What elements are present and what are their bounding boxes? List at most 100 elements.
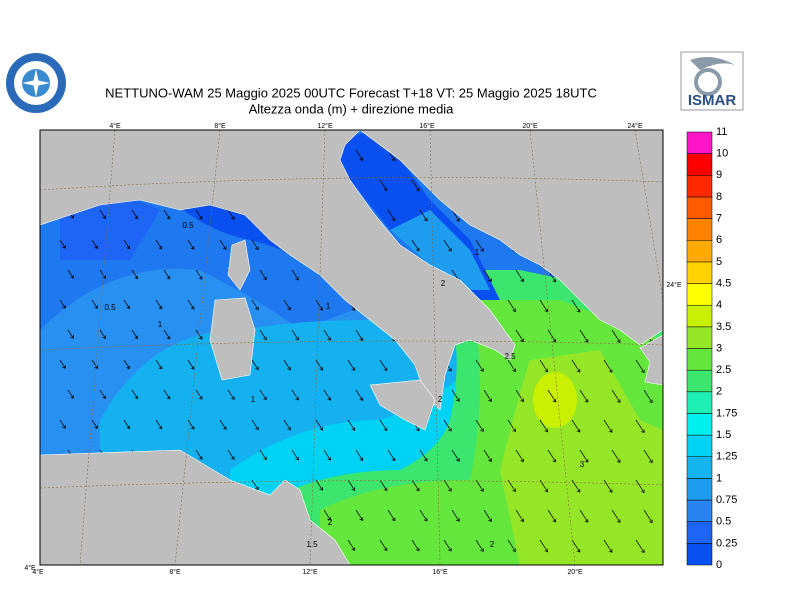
arrow xyxy=(451,209,460,222)
contour-label: 1.5 xyxy=(306,540,318,549)
contour-label: 2 xyxy=(490,540,495,549)
arrow xyxy=(579,329,589,343)
arrow xyxy=(571,539,581,553)
contour-label: 3 xyxy=(580,460,585,469)
arrow xyxy=(219,419,227,430)
colorbar-label: 9 xyxy=(716,169,722,181)
arrow xyxy=(547,509,557,523)
arrow xyxy=(603,479,613,493)
logo-right: ISMAR xyxy=(680,51,744,111)
colorbar-swatch xyxy=(686,175,713,198)
arrow xyxy=(91,299,98,309)
arrow xyxy=(515,449,524,463)
arrow xyxy=(251,299,259,311)
colorbar-label: 2 xyxy=(716,386,722,398)
arrow xyxy=(315,479,323,491)
arrow xyxy=(155,239,163,250)
colorbar-swatch xyxy=(686,521,713,544)
colorbar-label: 0.75 xyxy=(716,494,737,506)
colorbar-swatch xyxy=(686,369,713,393)
arrow xyxy=(251,239,259,251)
arrow xyxy=(131,389,138,400)
arrow xyxy=(635,419,645,434)
colorbar-swatch xyxy=(686,153,713,176)
subtitle: Altezza onda (m) + direzione media xyxy=(249,101,455,116)
arrow xyxy=(643,509,653,524)
arrow xyxy=(187,239,195,250)
colorbar-label: 0.5 xyxy=(716,516,731,528)
arrow xyxy=(451,509,460,522)
lon-label: 12°E xyxy=(317,122,333,130)
colorbar-swatch xyxy=(686,543,713,566)
arrow xyxy=(283,299,291,311)
arrow xyxy=(291,329,299,341)
colorbar-swatch xyxy=(686,304,713,328)
contour-label: 2 xyxy=(438,395,443,404)
title: NETTUNO-WAM 25 Maggio 2025 00UTC Forecas… xyxy=(105,85,597,100)
arrow xyxy=(475,419,484,432)
colorbar-swatch xyxy=(686,391,713,414)
colorbar-label: 10 xyxy=(716,148,728,160)
contour-label: 1 xyxy=(326,302,331,311)
colorbar-swatch xyxy=(686,478,713,501)
colorbar-label: 4.5 xyxy=(716,277,731,289)
arrow xyxy=(187,299,195,310)
arrow xyxy=(539,359,548,373)
arrow xyxy=(611,389,621,403)
arrow xyxy=(379,419,388,432)
arrow xyxy=(483,449,492,462)
arrow xyxy=(475,359,484,372)
arrow xyxy=(539,419,548,433)
arrow xyxy=(515,269,524,283)
arrow xyxy=(355,449,364,461)
arrow xyxy=(195,449,203,460)
arrow xyxy=(91,419,98,429)
arrow xyxy=(515,509,524,523)
arrow xyxy=(603,539,613,553)
colorbar-swatch xyxy=(686,326,713,349)
arrow xyxy=(59,419,66,429)
arrow xyxy=(131,329,138,340)
arrow xyxy=(483,389,492,402)
contour-label: 1 xyxy=(158,320,163,329)
colorbar-swatch xyxy=(686,413,713,436)
arrow xyxy=(291,389,299,401)
arrow xyxy=(99,209,106,219)
arrow xyxy=(507,299,516,313)
arrow xyxy=(155,419,163,430)
arrow xyxy=(227,389,235,400)
contour-label: 0.5 xyxy=(104,303,116,312)
land xyxy=(40,130,663,565)
arrow xyxy=(579,449,589,463)
arrow xyxy=(539,299,548,313)
colorbar-label: 6 xyxy=(716,234,722,246)
arrow xyxy=(507,479,516,493)
arrow xyxy=(315,299,323,311)
arrow xyxy=(547,389,557,403)
colorbar-swatch xyxy=(686,499,713,522)
arrow xyxy=(131,209,138,220)
arrow xyxy=(579,509,589,523)
arrow xyxy=(515,329,524,343)
arrow xyxy=(411,239,420,252)
arrow xyxy=(163,329,171,340)
arrow xyxy=(451,389,460,402)
arrow xyxy=(387,209,396,222)
arrow xyxy=(419,449,428,462)
colorbar-swatch xyxy=(686,456,713,479)
lon-label: 8°E xyxy=(169,568,181,576)
colorbar-label: 0.25 xyxy=(716,537,737,549)
arrow xyxy=(67,329,74,339)
arrow xyxy=(443,539,452,552)
arrow xyxy=(379,479,388,492)
map: 0.5 0.5 1 1 1 1 2 2.5 3 2 1.5 2 2 xyxy=(40,130,663,565)
colorbar-swatch xyxy=(686,196,713,219)
colorbar-swatch xyxy=(686,131,713,154)
arrow xyxy=(579,389,589,403)
lon-label: 24°E xyxy=(666,281,682,289)
lon-label: 16°E xyxy=(432,568,448,576)
arrow xyxy=(59,299,66,309)
arrow xyxy=(323,329,331,341)
arrow xyxy=(131,269,138,280)
